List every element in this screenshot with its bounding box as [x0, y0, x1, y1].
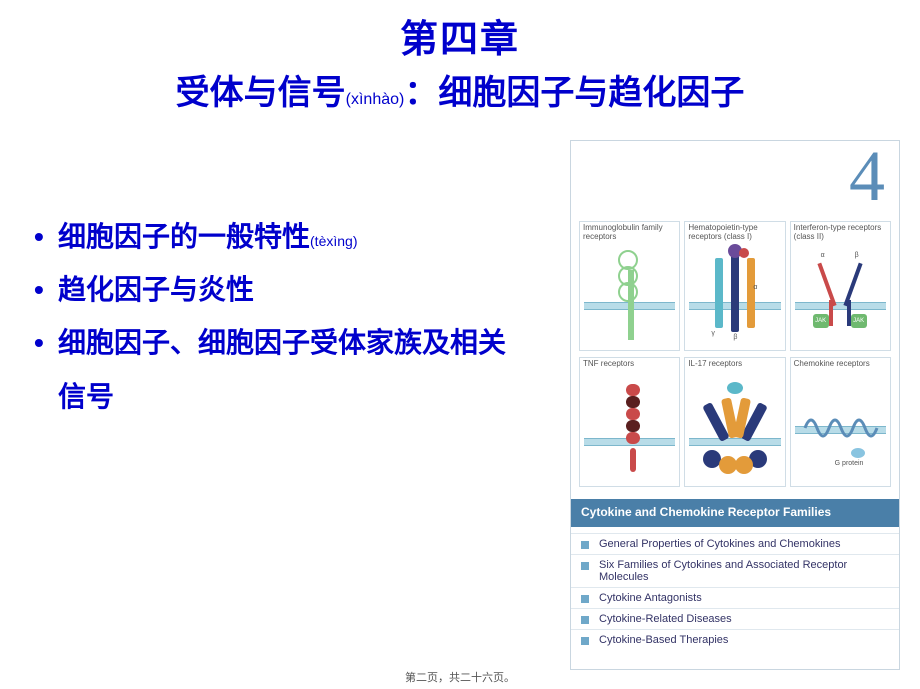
- toc-item: Cytokine-Based Therapies: [571, 629, 899, 650]
- il17-domain-icon: [735, 456, 753, 474]
- gamma-label: γ: [711, 330, 715, 337]
- cell-chemokine: Chemokine receptors G protein: [790, 357, 891, 487]
- cell-label: Chemokine receptors: [791, 358, 890, 371]
- jak-label: JAK: [851, 314, 867, 328]
- toc-item: Cytokine-Related Diseases: [571, 608, 899, 629]
- page-footer: 第二页，共二十六页。: [0, 669, 920, 685]
- bullet-text: 细胞因子的一般特性: [58, 221, 310, 252]
- tnf-tail-icon: [630, 448, 636, 472]
- cell-tnf: TNF receptors: [579, 357, 680, 487]
- membrane-icon: [689, 438, 780, 446]
- alpha-label: α: [821, 252, 825, 259]
- receptor-grid: Immunoglobulin family receptors Hematopo…: [579, 221, 891, 487]
- figure-panel: 4 Immunoglobulin family receptors Hemato…: [570, 140, 900, 670]
- ligand-icon: [727, 382, 743, 394]
- receptor-chain-icon: [747, 258, 755, 328]
- g-protein-icon: [851, 448, 865, 458]
- cell-hematopoietin: Hematopoietin-type receptors (class I) γ…: [684, 221, 785, 351]
- beta-label: β: [733, 334, 737, 341]
- receptor-arm-icon: [817, 263, 836, 307]
- cell-immunoglobulin: Immunoglobulin family receptors: [579, 221, 680, 351]
- membrane-icon: [795, 302, 886, 310]
- toc-list: General Properties of Cytokines and Chem…: [571, 527, 899, 656]
- subtitle-part-a: 受体与信号: [176, 74, 346, 112]
- tnf-segment-icon: [626, 432, 640, 444]
- toc-item: Cytokine Antagonists: [571, 587, 899, 608]
- jak-label: JAK: [813, 314, 829, 328]
- bullet-item: 细胞因子的一般特性(tèxìng): [30, 210, 530, 263]
- cell-label: Interferon-type receptors (class II): [791, 222, 890, 244]
- cell-interferon: Interferon-type receptors (class II) JAK…: [790, 221, 891, 351]
- toc-item: Six Families of Cytokines and Associated…: [571, 554, 899, 587]
- receptor-arm-icon: [829, 300, 833, 326]
- bullet-text: 细胞因子、细胞因子受体家族及相关信号: [58, 327, 506, 411]
- tnf-segment-icon: [626, 420, 640, 432]
- cell-label: IL-17 receptors: [685, 358, 784, 371]
- chapter-numeral: 4: [849, 135, 885, 218]
- bullet-item: 细胞因子、细胞因子受体家族及相关信号: [30, 316, 530, 422]
- title-block: 第四章 受体与信号(xìnhào)：细胞因子与趋化因子: [0, 0, 920, 114]
- cell-il17: IL-17 receptors: [684, 357, 785, 487]
- cell-label: Hematopoietin-type receptors (class I): [685, 222, 784, 244]
- ligand-ball-icon: [739, 248, 749, 258]
- receptor-chain-icon: [715, 258, 723, 328]
- subtitle-pinyin: (xìnhào): [346, 91, 405, 108]
- bullet-pinyin: (tèxìng): [310, 233, 357, 249]
- serpentine-receptor-icon: [803, 410, 883, 450]
- bullet-text: 趋化因子与炎性: [58, 274, 254, 305]
- section-title-bar: Cytokine and Chemokine Receptor Families: [571, 499, 899, 527]
- bullet-list: 细胞因子的一般特性(tèxìng) 趋化因子与炎性 细胞因子、细胞因子受体家族及…: [30, 210, 530, 423]
- receptor-chain-icon: [731, 252, 739, 332]
- tnf-segment-icon: [626, 396, 640, 408]
- slide: 第四章 受体与信号(xìnhào)：细胞因子与趋化因子 细胞因子的一般特性(tè…: [0, 0, 920, 689]
- subtitle-part-b: ：细胞因子与趋化因子: [404, 74, 744, 112]
- tnf-segment-icon: [626, 408, 640, 420]
- beta-label: β: [855, 252, 859, 259]
- alpha-label: α: [753, 284, 757, 291]
- gprotein-label: G protein: [835, 460, 864, 467]
- chapter-title: 第四章: [0, 8, 920, 63]
- subtitle: 受体与信号(xìnhào)：细胞因子与趋化因子: [0, 65, 920, 114]
- cell-label: Immunoglobulin family receptors: [580, 222, 679, 244]
- bullet-item: 趋化因子与炎性: [30, 263, 530, 316]
- tnf-segment-icon: [626, 384, 640, 396]
- toc-item: General Properties of Cytokines and Chem…: [571, 533, 899, 554]
- cell-label: TNF receptors: [580, 358, 679, 371]
- ig-loop-icon: [618, 282, 638, 302]
